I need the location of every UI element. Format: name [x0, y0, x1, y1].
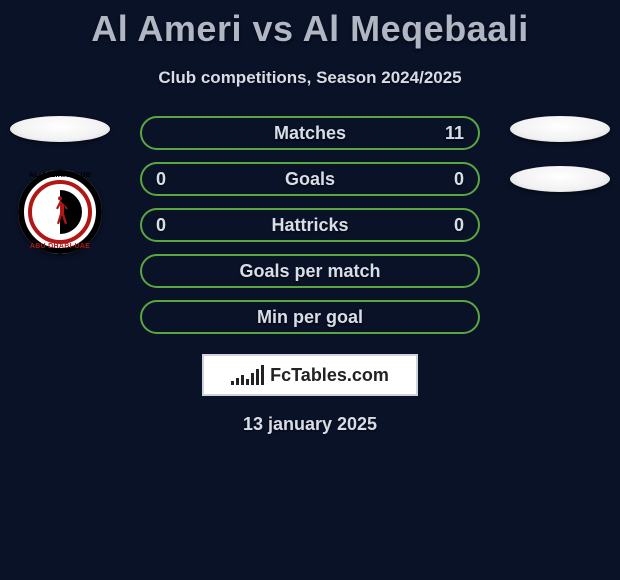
stat-bar: Matches11 [140, 116, 480, 150]
stats-column: Matches110Goals00Hattricks0Goals per mat… [120, 116, 500, 435]
date-text: 13 january 2025 [243, 414, 377, 435]
brand-badge: FcTables.com [202, 354, 418, 396]
stat-label: Hattricks [198, 215, 422, 236]
stat-bar: 0Hattricks0 [140, 208, 480, 242]
left-player-avatar [10, 116, 110, 142]
left-player-col: AL-JAZIRA CLUB ABU DHABI-UAE [0, 116, 120, 254]
club-name-top: AL-JAZIRA CLUB [18, 172, 102, 179]
right-club-avatar [510, 166, 610, 192]
stat-label: Min per goal [198, 307, 422, 328]
stat-bar: 0Goals0 [140, 162, 480, 196]
subtitle: Club competitions, Season 2024/2025 [0, 68, 620, 88]
stat-label: Goals [198, 169, 422, 190]
left-club-logo: AL-JAZIRA CLUB ABU DHABI-UAE [18, 170, 102, 254]
stat-right-value: 11 [422, 123, 478, 144]
page-title: Al Ameri vs Al Meqebaali [0, 0, 620, 50]
stat-label: Goals per match [198, 261, 422, 282]
brand-text: FcTables.com [270, 365, 389, 386]
brand-bars-icon [231, 365, 264, 385]
stat-right-value: 0 [422, 169, 478, 190]
club-figure-icon [51, 194, 69, 226]
comparison-area: AL-JAZIRA CLUB ABU DHABI-UAE Matches110G… [0, 116, 620, 435]
club-name-bottom: ABU DHABI-UAE [18, 243, 102, 250]
right-player-avatar [510, 116, 610, 142]
right-player-col [500, 116, 620, 192]
stat-bar: Min per goal [140, 300, 480, 334]
stat-label: Matches [198, 123, 422, 144]
stat-left-value: 0 [142, 169, 198, 190]
stat-left-value: 0 [142, 215, 198, 236]
stat-bar: Goals per match [140, 254, 480, 288]
stat-right-value: 0 [422, 215, 478, 236]
